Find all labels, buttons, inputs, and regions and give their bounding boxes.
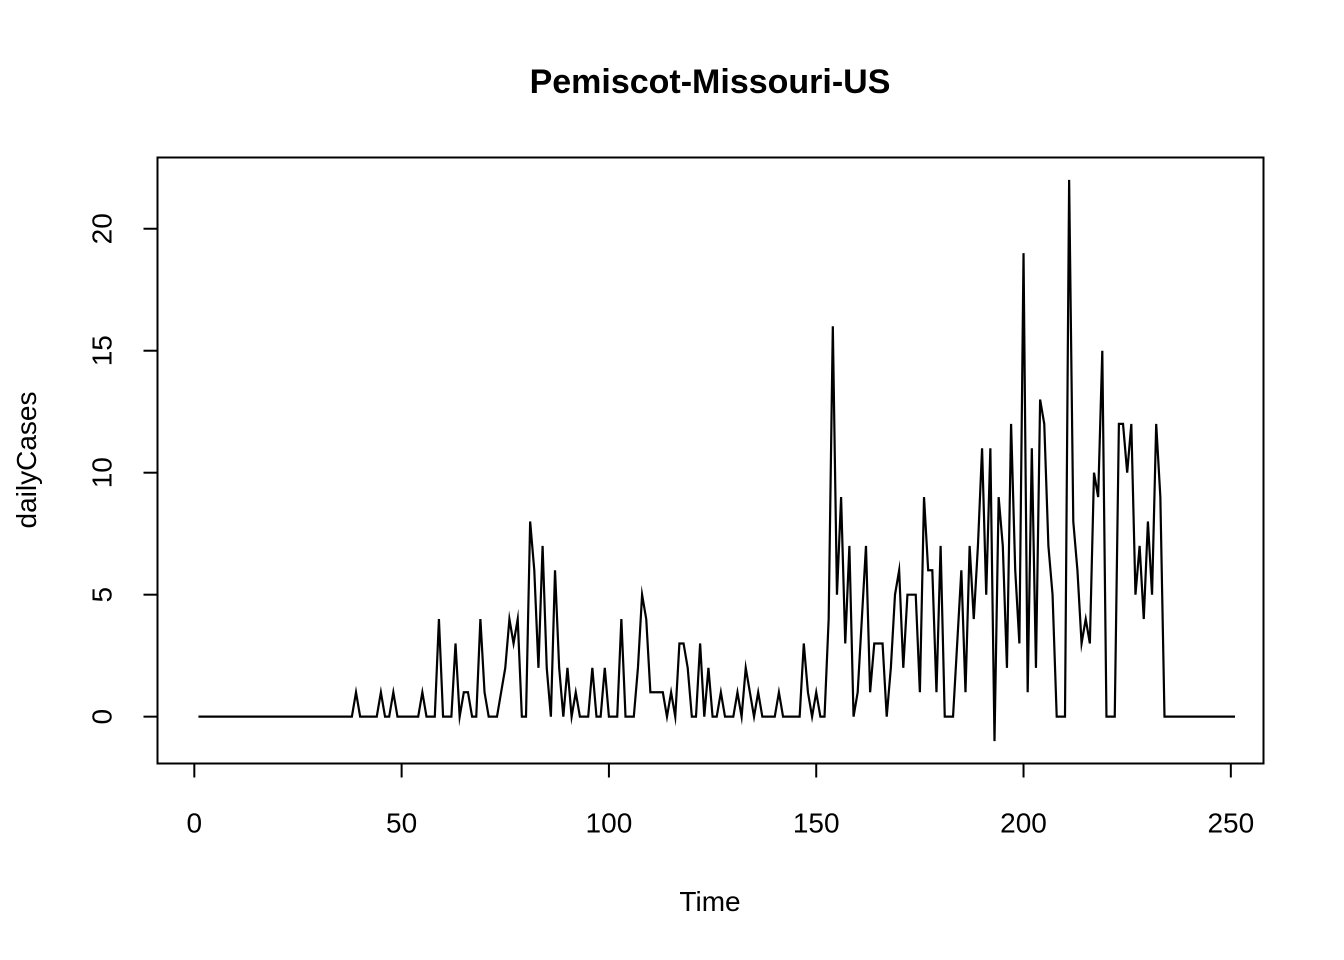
- x-tick-label: 200: [1000, 808, 1047, 839]
- y-tick-label: 0: [87, 709, 118, 725]
- y-axis: 0 5 10 15 20: [87, 213, 159, 725]
- x-axis-label: Time: [679, 886, 740, 917]
- y-tick-label: 10: [87, 457, 118, 488]
- x-tick-label: 150: [793, 808, 840, 839]
- series-layer: [198, 179, 1235, 742]
- x-tick-label: 100: [586, 808, 633, 839]
- y-tick-label: 5: [87, 587, 118, 603]
- y-axis-label: dailyCases: [11, 392, 42, 529]
- series-line-1: [198, 179, 1235, 742]
- x-tick-label: 50: [386, 808, 417, 839]
- y-tick-label: 20: [87, 213, 118, 244]
- x-tick-label: 0: [187, 808, 203, 839]
- y-tick-label: 15: [87, 335, 118, 366]
- plot-frame: [156, 156, 1265, 765]
- x-axis: 0 50 100 150 200 250: [187, 762, 1254, 839]
- x-tick-label: 250: [1207, 808, 1254, 839]
- chart-title: Pemiscot-Missouri-US: [530, 63, 891, 101]
